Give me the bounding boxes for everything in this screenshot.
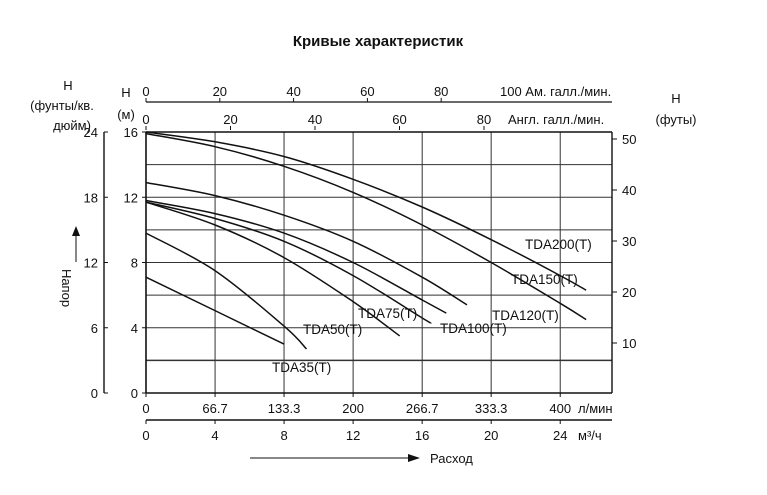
us-gpm-tick-label: 20 (213, 84, 227, 99)
curve-label-tda35t: TDA35(T) (272, 360, 331, 375)
curve-label-tda200t: TDA200(T) (525, 237, 592, 252)
feet-axis-label-h: H (671, 91, 680, 106)
chart-title: Кривые характеристик (293, 33, 464, 50)
curve-label-tda50t: TDA50(T) (303, 322, 362, 337)
psi-tick-label: 6 (91, 321, 98, 336)
psi-tick-label: 12 (84, 256, 98, 271)
lpm-tick-label: 333.3 (475, 401, 508, 416)
m3h-tick-label: 24 (553, 428, 567, 443)
x-arrow-head (408, 454, 420, 462)
curve-tda200t (145, 131, 587, 291)
labels: 0 20 40 60 80 100 Ам. галл./мин.0 20 40 60 80 Англ… (30, 78, 696, 466)
curve-label-tda100t: TDA100(T) (440, 321, 507, 336)
m3h-tick-label: 4 (211, 428, 218, 443)
psi-tick-label: 0 (91, 386, 98, 401)
feet-tick-label: 40 (622, 183, 636, 198)
imp-gpm-tick-label: 40 (308, 112, 322, 127)
feet-tick-label: 30 (622, 234, 636, 249)
lpm-tick-label: 133.3 (268, 401, 301, 416)
m3h-tick-label: 20 (484, 428, 498, 443)
m3h-tick-label: 0 (142, 428, 149, 443)
m-tick-label: 16 (124, 125, 138, 140)
curve-tda120t (145, 181, 468, 306)
curve-label-tda120t: TDA120(T) (492, 308, 559, 323)
lpm-tick-label: 266.7 (406, 401, 439, 416)
m3h-tick-label: 12 (346, 428, 360, 443)
lpm-axis-label: л/мин (578, 401, 613, 416)
us-gpm-axis-label: 100 Ам. галл./мин. (500, 84, 611, 99)
curves (145, 131, 587, 350)
m3h-axis-label: м³/ч (578, 428, 602, 443)
imp-gpm-tick-label: 60 (392, 112, 406, 127)
us-gpm-tick-label: 0 (142, 84, 149, 99)
curve-tda50t (145, 201, 401, 337)
feet-tick-label: 50 (622, 132, 636, 147)
m-tick-label: 4 (131, 321, 138, 336)
psi-axis-label-line3: дюйм) (53, 118, 91, 133)
imp-gpm-tick-label: 20 (223, 112, 237, 127)
x-axis-title: Расход (430, 451, 473, 466)
imp-gpm-tick-label: 80 (477, 112, 491, 127)
m-axis-label-unit: (м) (117, 107, 135, 122)
curve-tda75t (145, 201, 432, 324)
curve-tda35t (145, 232, 308, 350)
m-tick-label: 0 (131, 386, 138, 401)
m-tick-label: 8 (131, 256, 138, 271)
m3h-tick-label: 16 (415, 428, 429, 443)
feet-tick-label: 10 (622, 336, 636, 351)
lpm-tick-label: 66.7 (202, 401, 227, 416)
psi-axis-label-h: H (63, 78, 72, 93)
us-gpm-tick-label: 40 (286, 84, 300, 99)
imp-gpm-axis-label: Англ. галл./мин. (508, 112, 604, 127)
psi-tick-label: 24 (84, 125, 98, 140)
curve-label-tda150t: TDA150(T) (511, 272, 578, 287)
curve-tda100t (145, 199, 447, 314)
grid (146, 132, 612, 393)
curve-tda150t (145, 132, 587, 321)
feet-tick-label: 20 (622, 285, 636, 300)
imp-gpm-tick-label: 0 (142, 112, 149, 127)
m3h-tick-label: 8 (280, 428, 287, 443)
y-axis-title: Напор (59, 269, 74, 307)
us-gpm-tick-label: 60 (360, 84, 374, 99)
m-tick-label: 12 (124, 190, 138, 205)
us-gpm-tick-label: 80 (434, 84, 448, 99)
lpm-tick-label: 0 (142, 401, 149, 416)
m-axis-label-h: H (121, 85, 130, 100)
feet-axis-label-unit: (футы) (655, 112, 696, 127)
psi-axis-label-line2: (фунты/кв. (30, 98, 94, 113)
y-arrow-head (72, 226, 80, 236)
psi-tick-label: 18 (84, 190, 98, 205)
lpm-tick-label: 400 (549, 401, 571, 416)
curve-label-tda75t: TDA75(T) (358, 306, 417, 321)
lpm-tick-label: 200 (342, 401, 364, 416)
curve-unlabeled (145, 276, 285, 345)
axes (72, 98, 617, 462)
